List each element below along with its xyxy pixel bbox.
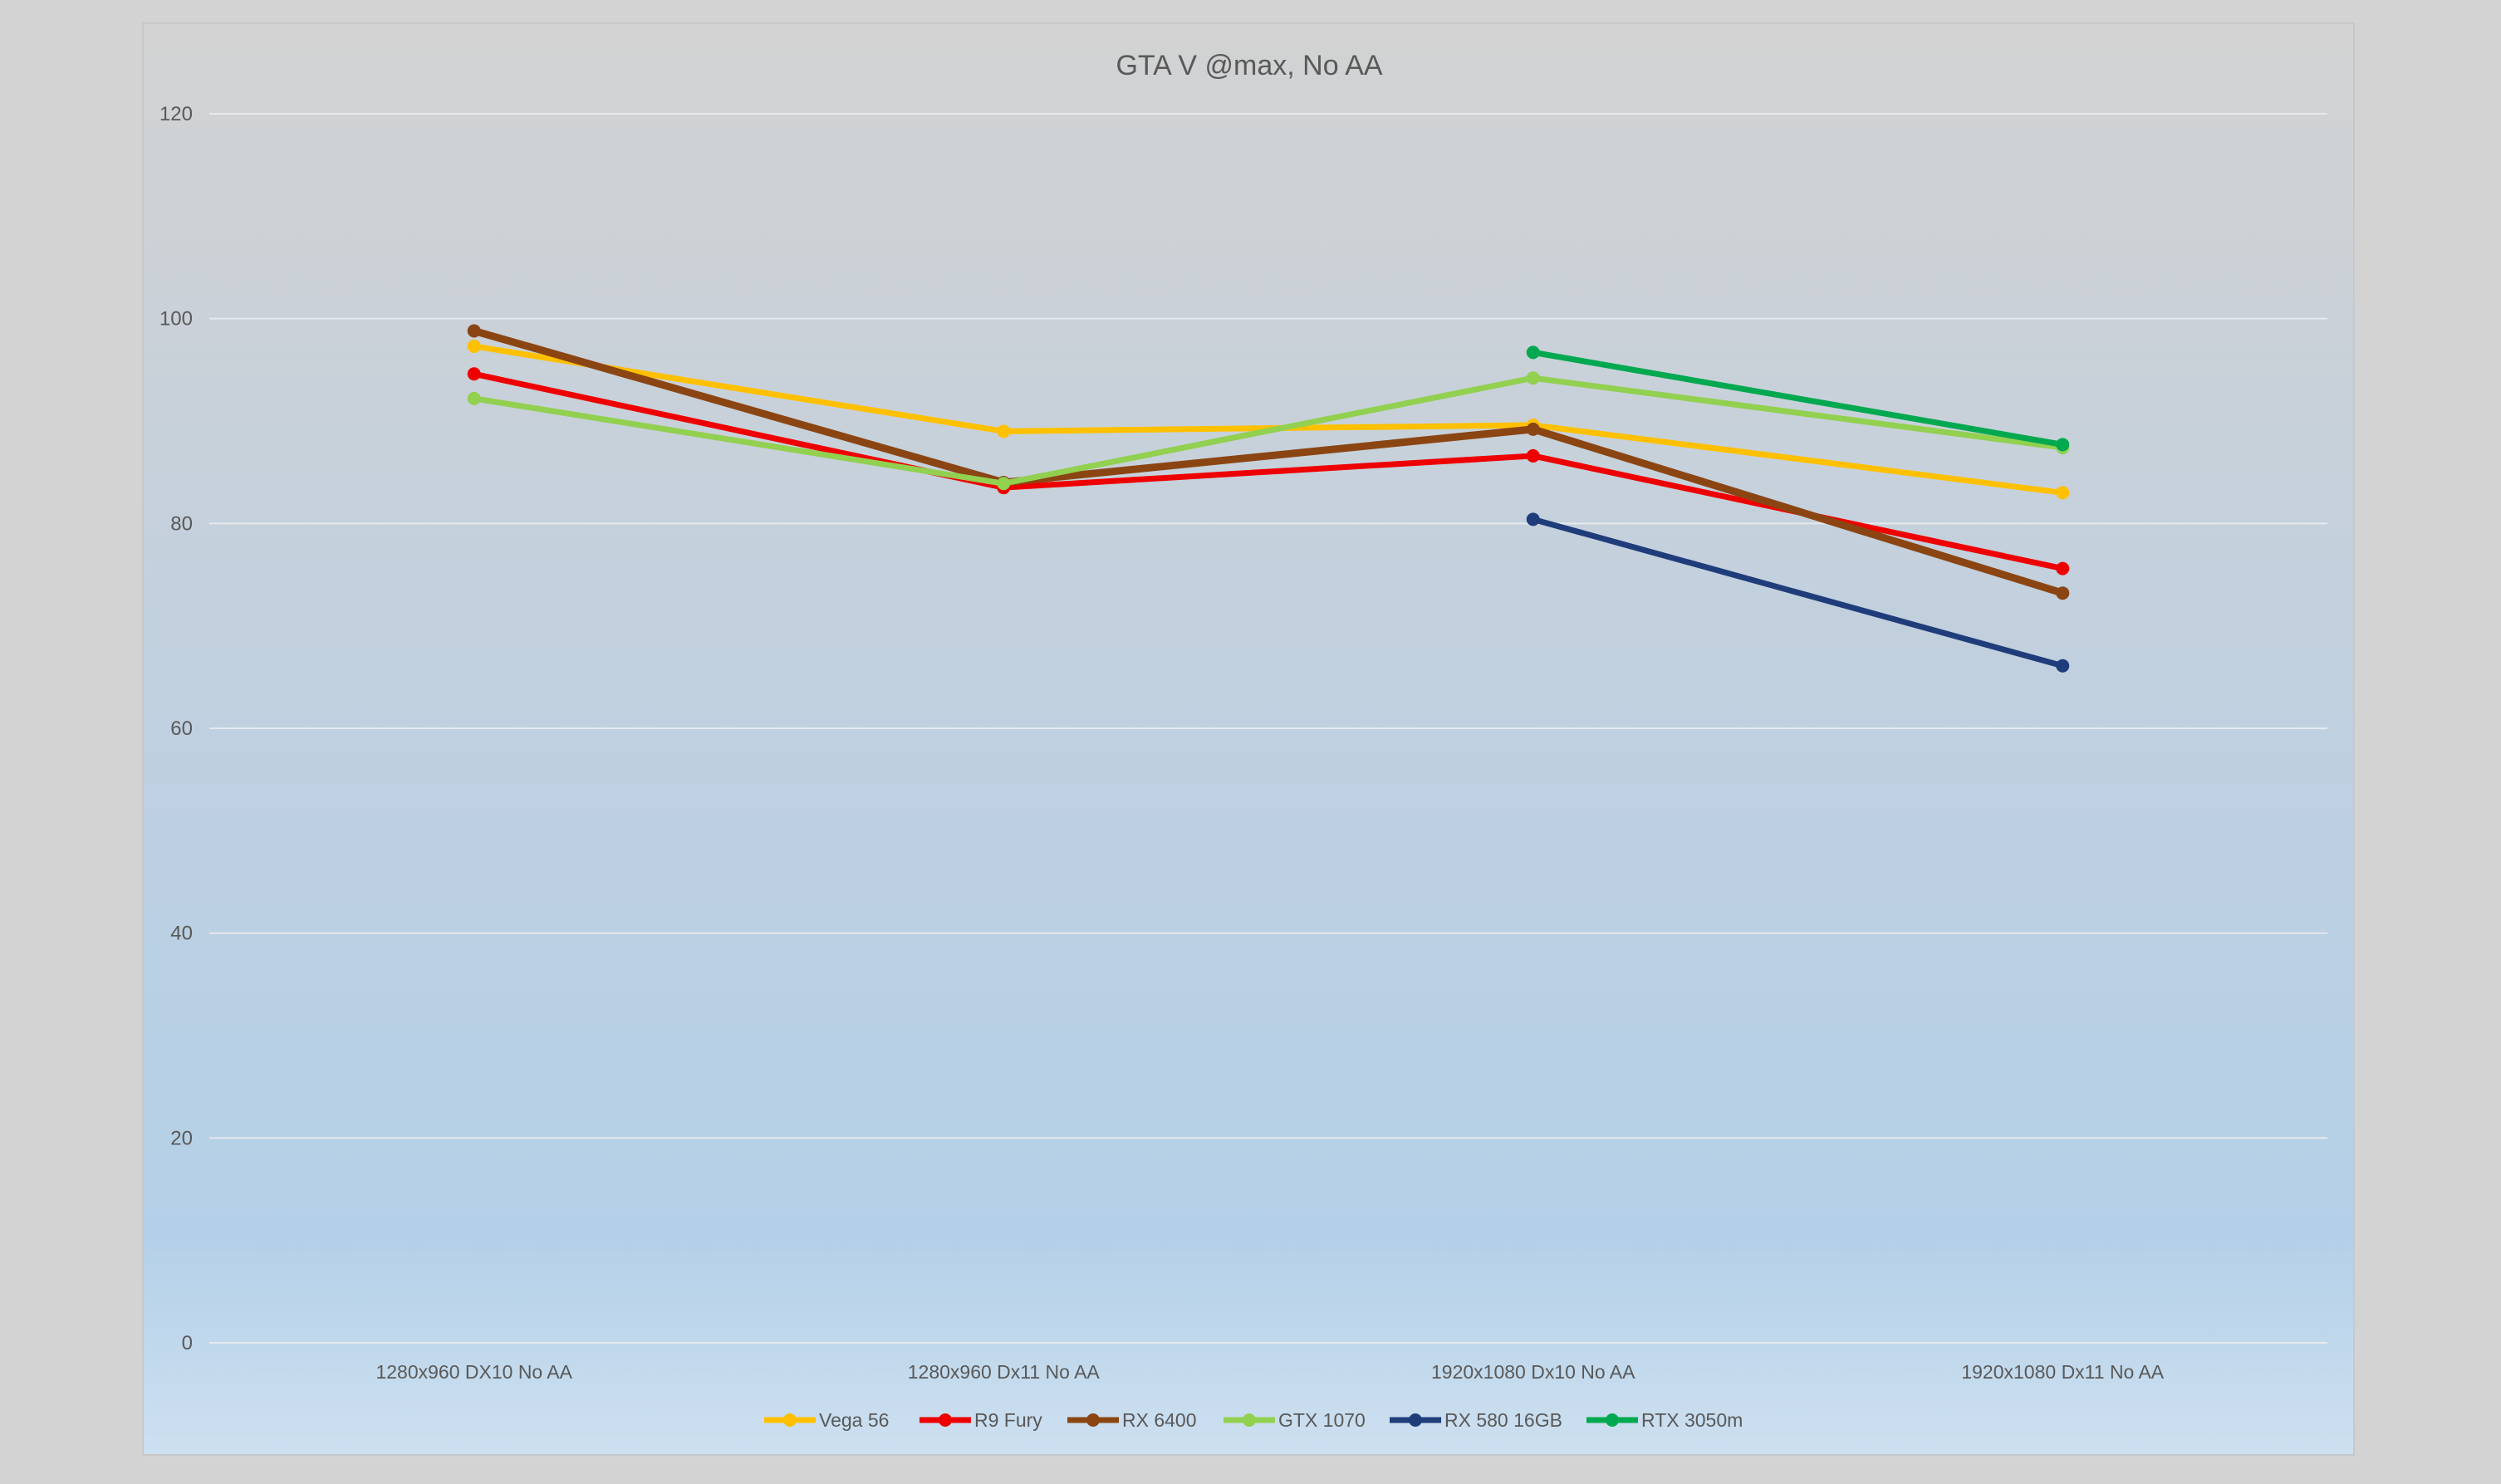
x-tick-label: 1920x1080 Dx10 No AA (1431, 1361, 1635, 1383)
x-tick-label: 1280x960 DX10 No AA (375, 1361, 572, 1383)
legend-item: RTX 3050m (1586, 1409, 1743, 1431)
chart-title: GTA V @max, No AA (1116, 50, 1382, 81)
data-point (997, 477, 1011, 491)
data-point (467, 367, 481, 381)
legend-item: GTX 1070 (1224, 1409, 1366, 1431)
legend-marker (939, 1413, 952, 1427)
y-tick-label: 60 (170, 718, 193, 740)
legend-label: RX 580 16GB (1444, 1409, 1562, 1431)
series-line (1530, 349, 2066, 448)
data-point (467, 391, 481, 405)
y-tick-label: 40 (170, 923, 193, 945)
data-point (2056, 438, 2070, 452)
series-rtx-3050m (1526, 345, 2070, 452)
legend-marker (1409, 1413, 1422, 1427)
legend-label: RX 6400 (1122, 1409, 1197, 1431)
series-line (471, 375, 2066, 487)
y-tick-label: 0 (182, 1332, 193, 1354)
legend-label: GTX 1070 (1278, 1409, 1366, 1431)
series-rx-580-16gb (1526, 512, 2070, 673)
data-point (1526, 448, 1540, 463)
legend-item: R9 Fury (919, 1409, 1042, 1431)
data-point (1526, 345, 1540, 360)
legend-label: Vega 56 (819, 1409, 889, 1431)
series-line (470, 326, 2067, 597)
legend-marker (1086, 1413, 1100, 1427)
y-tick-label: 100 (159, 308, 193, 331)
chart-area (142, 22, 2355, 1456)
data-point (467, 324, 481, 338)
y-tick-label: 80 (170, 512, 193, 535)
legend-item: RX 580 16GB (1390, 1409, 1562, 1431)
legend-marker (1606, 1413, 1619, 1427)
data-point (467, 339, 481, 353)
data-point (2056, 659, 2070, 673)
data-point (1526, 512, 1540, 527)
data-point (1526, 371, 1540, 385)
data-point (2056, 586, 2070, 600)
legend-item: Vega 56 (764, 1409, 889, 1431)
legend-item: RX 6400 (1067, 1409, 1197, 1431)
series-line (1530, 516, 2066, 669)
x-tick-label: 1280x960 Dx11 No AA (908, 1361, 1101, 1383)
y-tick-label: 20 (170, 1127, 193, 1149)
data-point (2056, 486, 2070, 500)
data-point (1526, 422, 1540, 436)
legend-label: R9 Fury (974, 1409, 1042, 1431)
legend-marker (1243, 1413, 1256, 1427)
legend-label: RTX 3050m (1641, 1409, 1743, 1431)
x-tick-label: 1920x1080 Dx11 No AA (1961, 1361, 2164, 1383)
y-tick-label: 120 (159, 103, 193, 125)
data-point (2056, 561, 2070, 575)
legend-marker (783, 1413, 797, 1427)
data-point (997, 424, 1011, 438)
